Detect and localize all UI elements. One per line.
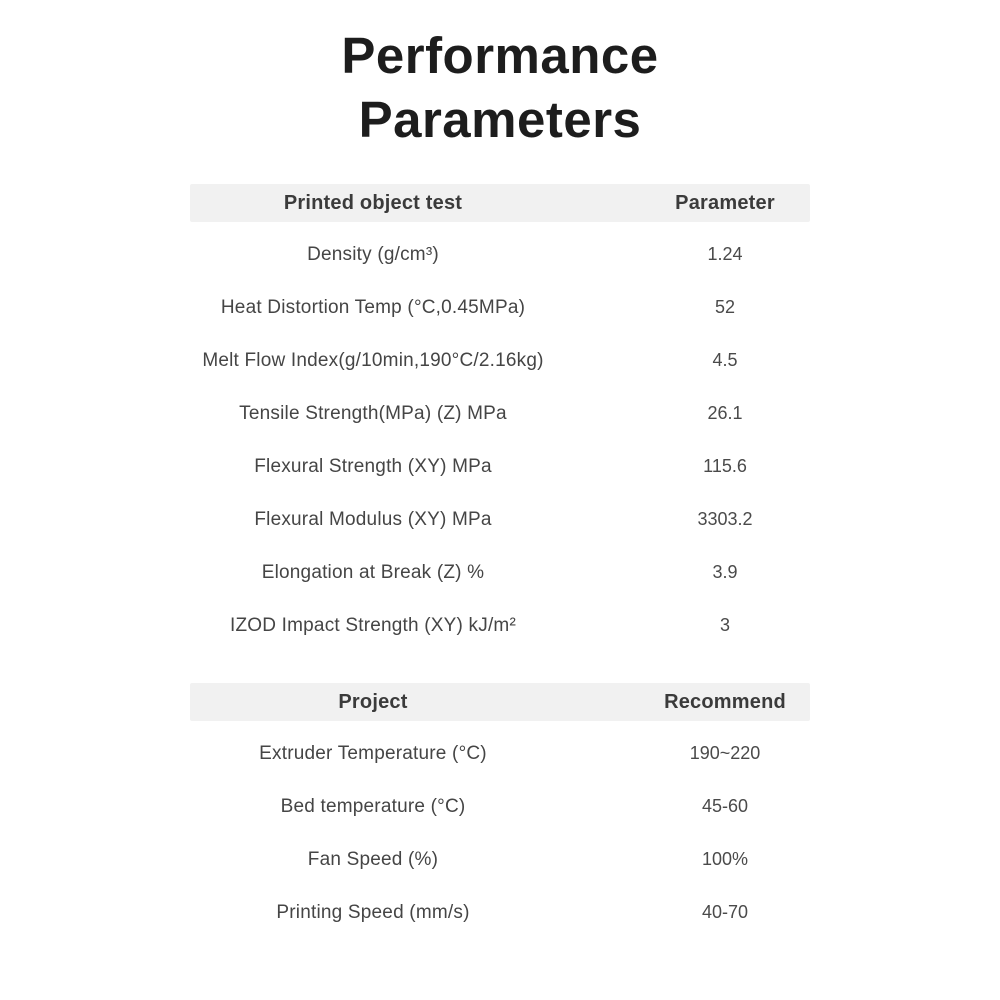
row-value: 52 — [714, 297, 736, 317]
page-title: Performance Parameters — [0, 0, 1000, 152]
row-value: 3 — [719, 615, 730, 635]
table-body: Density (g/cm³) 1.24 Heat Distortion Tem… — [190, 228, 810, 652]
table-header: Printed object test Parameter — [190, 184, 810, 222]
table-row: Heat Distortion Temp (°C,0.45MPa) 52 — [190, 281, 810, 334]
table-row: Printing Speed (mm/s) 40-70 — [190, 886, 810, 939]
row-value: 115.6 — [703, 456, 747, 476]
row-label: Flexural Modulus (XY) MPa — [254, 508, 492, 530]
printed-object-test-table: Printed object test Parameter Density (g… — [190, 184, 810, 652]
row-value: 3303.2 — [697, 509, 753, 529]
print-settings-table: Project Recommend Extruder Temperature (… — [190, 683, 810, 939]
row-value: 4.5 — [712, 350, 738, 370]
row-label: Flexural Strength (XY) MPa — [254, 455, 492, 477]
table-row: Density (g/cm³) 1.24 — [190, 228, 810, 281]
table-body: Extruder Temperature (°C) 190~220 Bed te… — [190, 727, 810, 939]
table-row: Melt Flow Index(g/10min,190°C/2.16kg) 4.… — [190, 334, 810, 387]
row-label: Elongation at Break (Z) % — [261, 561, 485, 583]
row-label: Bed temperature (°C) — [280, 795, 466, 817]
column-header-project: Project — [338, 690, 408, 713]
row-value: 1.24 — [707, 244, 743, 264]
row-value: 100% — [701, 849, 749, 869]
column-header-test: Printed object test — [283, 191, 463, 214]
table-row: Elongation at Break (Z) % 3.9 — [190, 546, 810, 599]
table-row: Flexural Strength (XY) MPa 115.6 — [190, 440, 810, 493]
table-row: Fan Speed (%) 100% — [190, 833, 810, 886]
row-label: IZOD Impact Strength (XY) kJ/m² — [230, 614, 516, 636]
page-title-line2: Parameters — [358, 91, 642, 148]
row-label: Extruder Temperature (°C) — [259, 742, 487, 764]
row-label: Melt Flow Index(g/10min,190°C/2.16kg) — [202, 349, 544, 371]
row-label: Fan Speed (%) — [307, 848, 439, 870]
table-row: Bed temperature (°C) 45-60 — [190, 780, 810, 833]
row-label: Printing Speed (mm/s) — [276, 901, 470, 923]
row-label: Tensile Strength(MPa) (Z) MPa — [239, 402, 507, 424]
row-label: Heat Distortion Temp (°C,0.45MPa) — [220, 296, 526, 318]
row-value: 190~220 — [689, 743, 761, 763]
table-header: Project Recommend — [190, 683, 810, 721]
row-value: 45-60 — [701, 796, 749, 816]
row-value: 40-70 — [701, 902, 749, 922]
row-label: Density (g/cm³) — [307, 243, 439, 265]
table-row: Extruder Temperature (°C) 190~220 — [190, 727, 810, 780]
row-value: 26.1 — [707, 403, 743, 423]
column-header-parameter: Parameter — [675, 191, 775, 214]
table-row: Flexural Modulus (XY) MPa 3303.2 — [190, 493, 810, 546]
row-value: 3.9 — [712, 562, 738, 582]
page-title-line1: Performance — [341, 27, 659, 84]
table-row: IZOD Impact Strength (XY) kJ/m² 3 — [190, 599, 810, 652]
table-row: Tensile Strength(MPa) (Z) MPa 26.1 — [190, 387, 810, 440]
column-header-recommend: Recommend — [664, 690, 786, 713]
